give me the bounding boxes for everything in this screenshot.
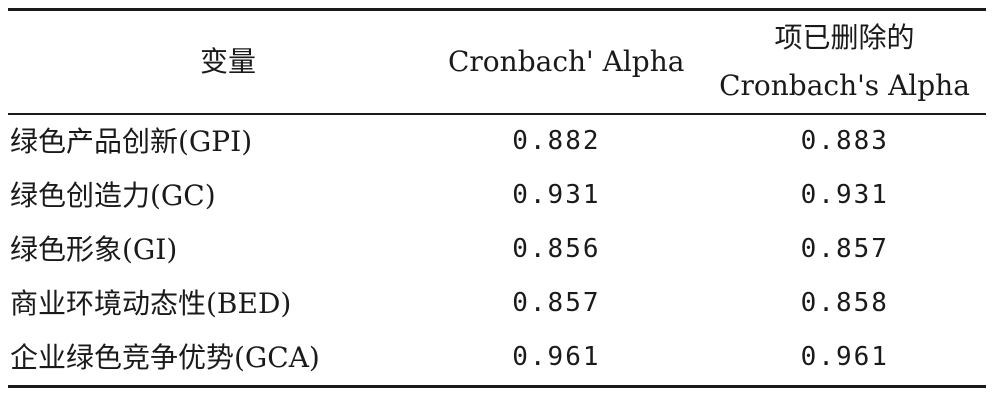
row-alpha: 0.856	[512, 234, 601, 265]
row-alpha: 0.931	[512, 180, 601, 211]
table-header-row: 变量 Cronbach' Alpha 项已删除的 Cronbach's Alph…	[8, 11, 986, 113]
reliability-table: 变量 Cronbach' Alpha 项已删除的 Cronbach's Alph…	[8, 8, 986, 388]
table-row: 绿色创造力(GC) 0.931 0.931	[8, 169, 986, 223]
row-alpha-if-deleted: 0.858	[800, 288, 889, 319]
header-alpha-if-deleted: 项已删除的 Cronbach's Alpha	[703, 21, 986, 102]
row-variable: 绿色形象(GI)	[10, 233, 178, 267]
row-alpha: 0.961	[512, 342, 601, 373]
header-alpha-if-deleted-line2: Cronbach's Alpha	[719, 69, 970, 102]
row-alpha-if-deleted: 0.883	[800, 126, 889, 157]
row-alpha: 0.857	[512, 288, 601, 319]
header-variable: 变量	[199, 45, 256, 79]
row-variable: 商业环境动态性(BED)	[10, 287, 292, 321]
table-row: 商业环境动态性(BED) 0.857 0.858	[8, 277, 986, 331]
table-row: 企业绿色竞争优势(GCA) 0.961 0.961	[8, 331, 986, 385]
table-header-rule	[8, 113, 986, 115]
row-alpha-if-deleted: 0.857	[800, 234, 889, 265]
table-bottom-rule	[8, 385, 986, 388]
row-alpha-if-deleted: 0.961	[800, 342, 889, 373]
row-variable: 绿色产品创新(GPI)	[10, 125, 253, 159]
row-alpha: 0.882	[512, 126, 601, 157]
header-alpha-if-deleted-line1: 项已删除的	[774, 21, 915, 55]
row-alpha-if-deleted: 0.931	[800, 180, 889, 211]
row-variable: 绿色创造力(GC)	[10, 179, 216, 213]
header-alpha: Cronbach' Alpha	[448, 45, 685, 79]
table-top-rule	[8, 8, 986, 11]
row-variable: 企业绿色竞争优势(GCA)	[10, 341, 320, 375]
table-row: 绿色形象(GI) 0.856 0.857	[8, 223, 986, 277]
table-row: 绿色产品创新(GPI) 0.882 0.883	[8, 115, 986, 169]
